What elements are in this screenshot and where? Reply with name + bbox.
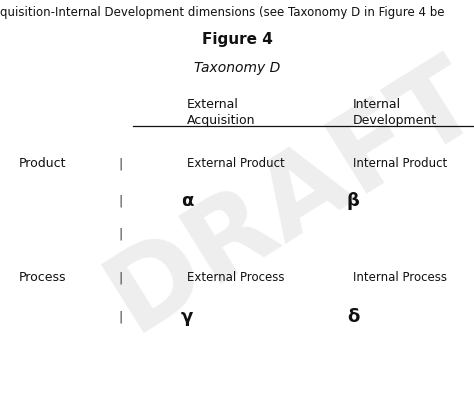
Text: γ: γ [181, 308, 193, 326]
Text: Internal Product: Internal Product [353, 157, 447, 170]
Text: Acquisition: Acquisition [187, 114, 256, 126]
Text: Product: Product [19, 157, 66, 170]
Text: |: | [119, 157, 123, 170]
Text: |: | [119, 311, 123, 323]
Text: Internal Process: Internal Process [353, 271, 447, 284]
Text: |: | [119, 228, 123, 241]
Text: |: | [119, 195, 123, 207]
Text: Internal: Internal [353, 98, 401, 111]
Text: δ: δ [347, 308, 359, 326]
Text: α: α [181, 192, 193, 210]
Text: External Product: External Product [187, 157, 285, 170]
Text: Taxonomy D: Taxonomy D [194, 61, 280, 75]
Text: DRAFT: DRAFT [89, 41, 474, 353]
Text: External: External [187, 98, 239, 111]
Text: β: β [346, 192, 360, 210]
Text: Figure 4: Figure 4 [201, 32, 273, 47]
Text: quisition-Internal Development dimensions (see Taxonomy D in Figure 4 be: quisition-Internal Development dimension… [0, 6, 445, 19]
Text: Development: Development [353, 114, 437, 126]
Text: |: | [119, 271, 123, 284]
Text: External Process: External Process [187, 271, 285, 284]
Text: Process: Process [19, 271, 66, 284]
